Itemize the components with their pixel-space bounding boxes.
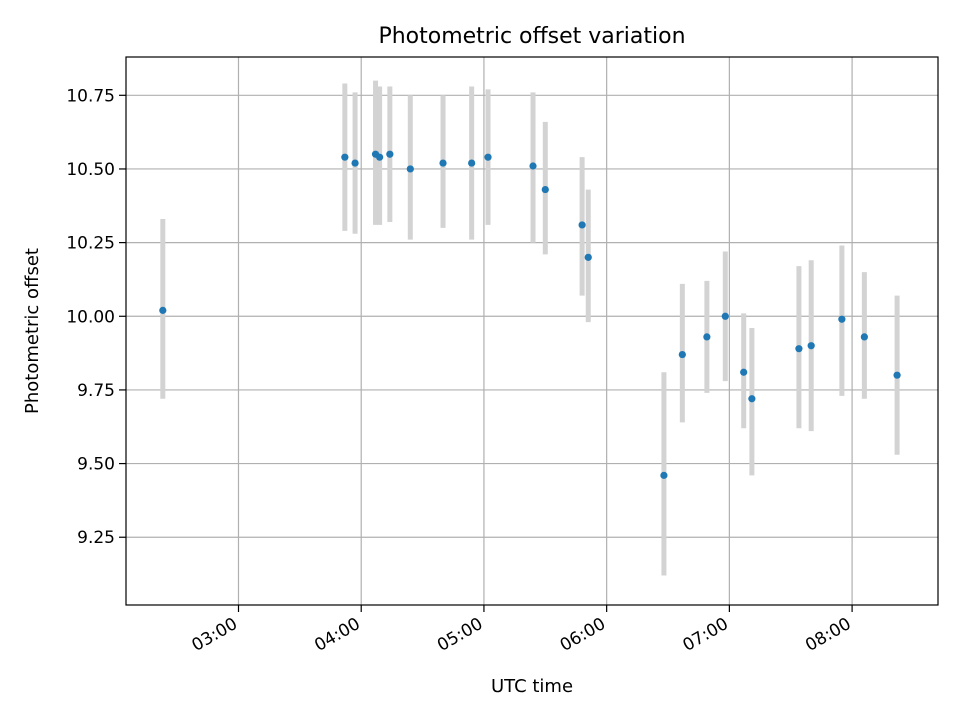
chart-title: Photometric offset variation — [378, 24, 685, 49]
data-point — [159, 306, 167, 314]
y-tick-label: 9.25 — [77, 528, 115, 548]
data-point — [468, 159, 476, 167]
y-tick-label: 10.50 — [66, 160, 115, 180]
x-axis-label: UTC time — [491, 676, 573, 697]
data-point — [807, 342, 815, 350]
y-tick-label: 9.75 — [77, 381, 115, 401]
data-point — [578, 221, 586, 229]
data-point — [439, 159, 447, 167]
y-tick-label: 10.75 — [66, 86, 115, 106]
data-point — [376, 153, 384, 161]
y-tick-label: 9.50 — [77, 455, 115, 475]
data-points — [159, 150, 901, 479]
data-point — [484, 153, 492, 161]
data-point — [795, 345, 803, 353]
data-point — [386, 150, 394, 158]
data-point — [541, 185, 549, 194]
plot-frame — [125, 56, 939, 606]
data-point — [529, 162, 537, 170]
data-point — [660, 471, 668, 479]
data-point — [351, 159, 359, 167]
data-point — [860, 333, 868, 341]
y-axis-label: Photometric offset — [22, 248, 43, 414]
data-point — [748, 395, 756, 403]
data-point — [678, 350, 686, 359]
data-point — [721, 312, 729, 320]
y-tick-label: 10.25 — [66, 234, 115, 254]
data-point — [740, 368, 748, 376]
y-tick-label: 10.00 — [66, 307, 115, 327]
data-point — [838, 315, 846, 323]
data-point — [893, 371, 901, 379]
data-point — [406, 165, 414, 173]
data-point — [584, 253, 592, 261]
data-point — [341, 153, 349, 161]
y-axis: 9.25 9.50 9.75 10.00 10.25 10.50 10.75 — [66, 86, 126, 548]
data-point — [703, 333, 711, 341]
